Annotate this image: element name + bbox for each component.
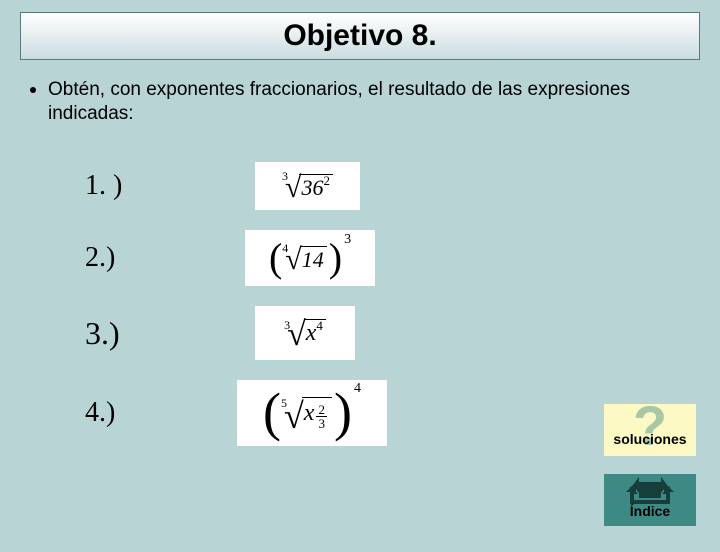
expression-row: 3.) 3 √ x 4 [85,306,505,360]
root-index: 3 [284,318,290,333]
radicand-base: 36 [301,175,323,201]
left-paren-icon: ( [263,391,281,434]
expressions-list: 1. ) 3 √ 36 2 2.) ( 4 √ 14 ) [85,162,505,466]
right-paren-icon: ) [329,242,342,274]
fraction-denominator: 3 [316,417,327,430]
index-label: Índice [630,503,670,519]
root-index: 3 [282,169,288,184]
solutions-label: soluciones [613,431,686,447]
return-arrow-icon [620,476,680,506]
instruction-row: Obtén, con exponentes fraccionarios, el … [30,78,690,126]
outer-exponent: 4 [354,381,361,397]
math-expression: ( 4 √ 14 ) 3 [245,230,375,286]
row-label: 1. ) [85,170,177,202]
radicand-base: x [304,400,315,427]
radicand-exponent: 2 [323,173,330,189]
row-label: 4.) [85,397,177,429]
title-bar: Objetivo 8. [20,12,700,60]
radicand-base: 14 [302,247,324,273]
radicand-exponent: 4 [316,318,323,334]
row-label: 2.) [85,242,177,274]
math-expression: 3 √ 36 2 [255,162,360,210]
right-paren-icon: ) [334,391,352,434]
math-expression: 3 √ x 4 [255,306,355,360]
row-label: 3.) [85,315,177,352]
left-paren-icon: ( [269,242,282,274]
radicand-base: x [306,320,317,347]
bullet-dot-icon [30,87,36,93]
fraction-exponent: 2 3 [316,403,327,430]
root-index: 5 [281,396,287,411]
index-button[interactable]: Índice [604,474,696,526]
fraction-numerator: 2 [316,403,327,417]
solutions-button[interactable]: ? soluciones [604,404,696,456]
instruction-text: Obtén, con exponentes fraccionarios, el … [48,78,690,126]
root-index: 4 [282,241,288,256]
math-expression: ( 5 √ x 2 3 ) 4 [237,380,387,446]
expression-row: 2.) ( 4 √ 14 ) 3 [85,230,505,286]
page-title: Objetivo 8. [283,19,436,53]
expression-row: 1. ) 3 √ 36 2 [85,162,505,210]
outer-exponent: 3 [344,232,351,248]
expression-row: 4.) ( 5 √ x 2 3 ) 4 [85,380,505,446]
